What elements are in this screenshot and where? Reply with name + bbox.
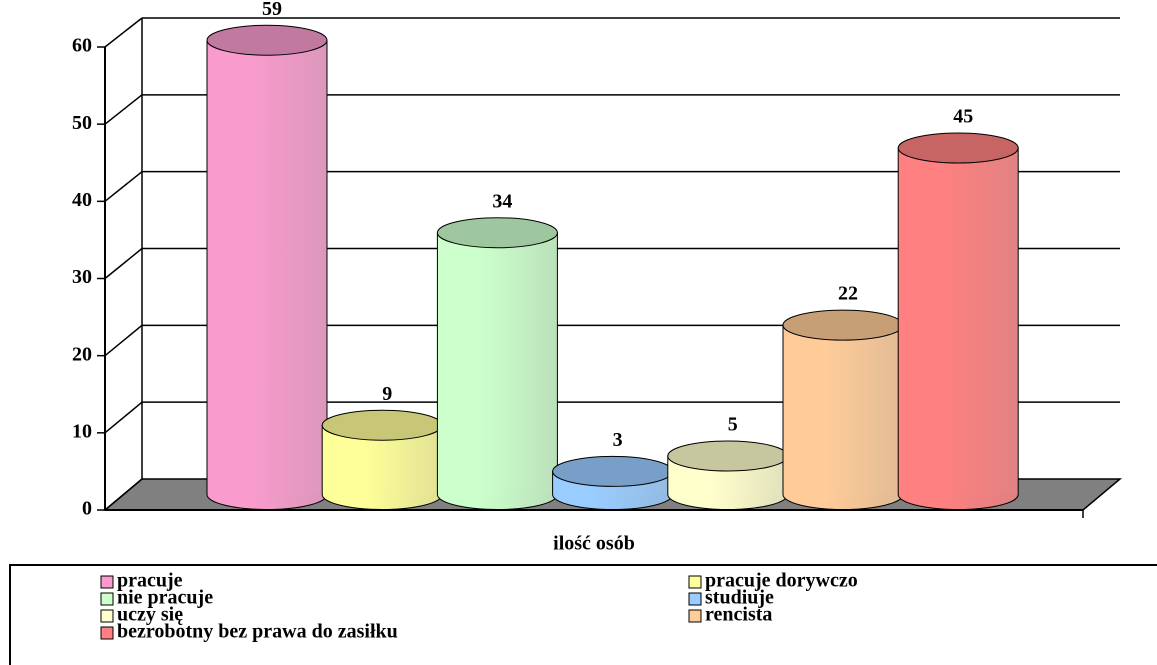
cylinder-top-shade [898,133,1019,163]
x-axis-label: ilość osób [553,533,635,555]
legend-swatch [688,609,702,623]
cylinder-top [897,132,1019,164]
cylinder [206,24,328,510]
y-tick-label: 0 [82,498,92,520]
value-label: 59 [262,0,282,20]
cylinder-body [782,324,904,510]
legend-swatch [688,592,702,606]
grid-line [104,401,143,434]
y-tick-label: 50 [72,112,92,134]
legend-swatch [100,575,114,589]
cylinder-body [206,39,328,510]
grid-line [104,94,143,125]
value-label: 22 [838,283,858,305]
cylinder [321,409,443,510]
cylinder [782,309,904,510]
value-label: 3 [613,429,623,451]
cylinder-top-shade [783,310,903,341]
cylinder [667,440,789,510]
cylinder-top [436,217,558,249]
grid-line [104,324,143,357]
cylinder-top-shade [552,456,673,487]
legend-swatch [100,609,114,623]
legend-label: pracuje dorywczo [705,570,858,592]
y-tick-label: 40 [72,189,92,211]
legend-swatch [100,626,114,640]
cylinder-top-shade [437,217,558,248]
legend-label: pracuje [117,570,183,592]
value-label: 34 [492,190,512,212]
cylinder-top-shade [207,25,327,56]
cylinder-top-shade [322,410,443,441]
y-tick-label: 30 [72,266,92,288]
grid-line [104,171,143,202]
cylinder [552,455,674,510]
value-label: 45 [953,106,973,128]
cylinder-body [436,232,558,510]
cylinder-body [897,147,1019,510]
legend-label: rencista [705,604,772,626]
cylinder-top [206,24,328,56]
legend-label: bezrobotny bez prawa do zasiłku [117,621,398,643]
value-label: 9 [382,383,392,405]
legend-label: studiuje [705,587,774,609]
grid-line [104,247,143,280]
grid-line [104,17,143,48]
grid-line [104,478,143,511]
cylinder-top-shade [667,441,788,471]
legend-box [9,564,1157,665]
y-tick-label: 10 [72,420,92,442]
cylinder [897,132,1019,510]
y-tick-label: 60 [72,35,92,57]
legend-swatch [100,592,114,606]
y-tick-label: 20 [72,343,92,365]
legend-label: nie pracuje [117,587,213,609]
legend-swatch [688,575,702,589]
value-label: 5 [728,414,738,436]
cylinder [436,217,558,510]
legend-label: uczy się [117,604,183,626]
